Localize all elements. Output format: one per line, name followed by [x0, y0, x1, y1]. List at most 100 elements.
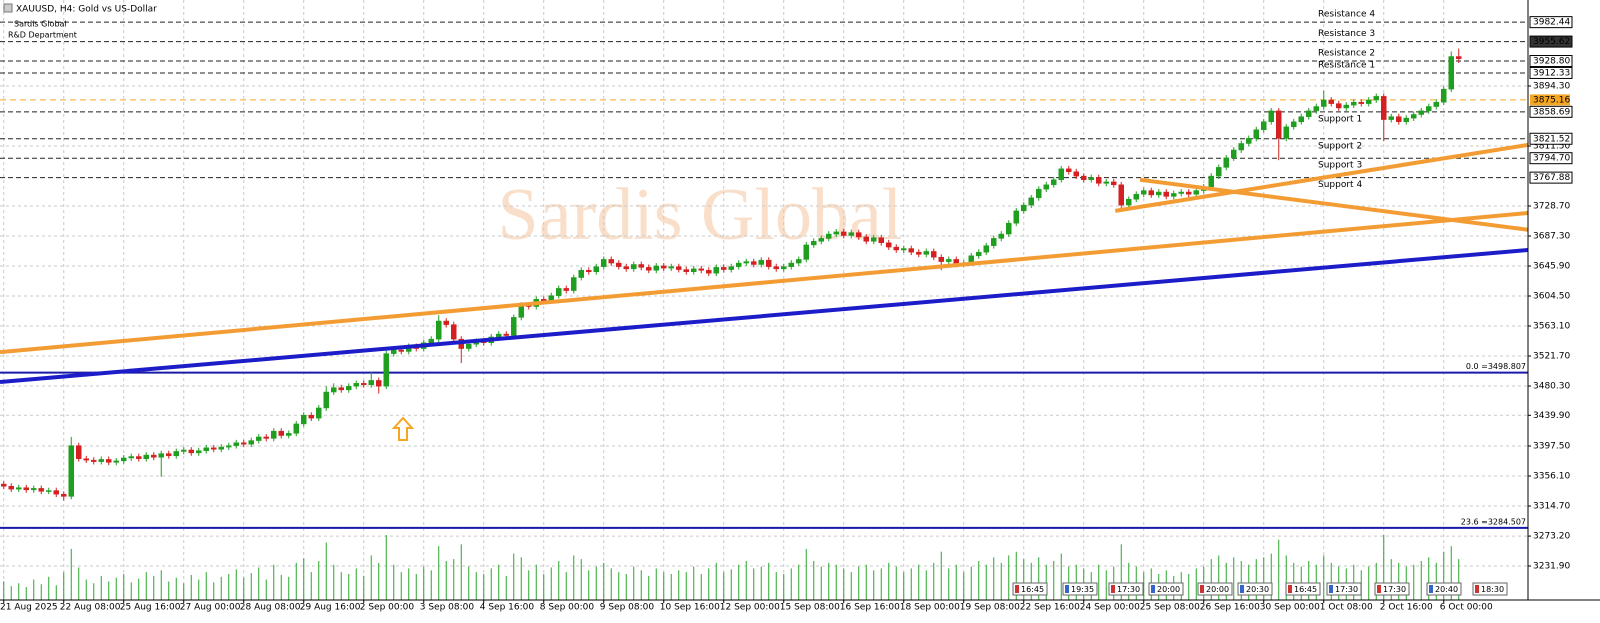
candle-body — [1088, 177, 1094, 180]
candle-body — [1006, 222, 1012, 235]
y-tick-label: 3231.90 — [1533, 562, 1570, 572]
candle-body — [556, 288, 562, 296]
candle-body — [796, 259, 802, 264]
x-tick-label: 15 Sep 08:00 — [780, 603, 840, 613]
candle-body — [443, 320, 449, 325]
candle-body — [383, 353, 389, 387]
time-marker-flag — [1429, 585, 1433, 593]
candle-body — [1418, 110, 1424, 115]
candle-body — [143, 454, 149, 459]
candle-body — [518, 304, 524, 318]
candle-body — [1381, 96, 1387, 120]
candle-body — [751, 261, 757, 265]
candle-body — [263, 436, 269, 439]
candle-body — [563, 288, 569, 291]
y-tick-label: 3314.70 — [1533, 502, 1570, 512]
candle-body — [338, 387, 344, 391]
candle-body — [428, 338, 434, 344]
candle-body — [1276, 110, 1282, 139]
candle-body — [241, 442, 247, 445]
candle-body — [1028, 197, 1034, 206]
marker-level-box — [1530, 94, 1570, 106]
level-name: Support 3 — [1318, 161, 1362, 171]
candle-body — [976, 251, 982, 257]
candle-body — [1118, 184, 1124, 206]
company-label: Sardis Global — [14, 20, 67, 29]
candle-body — [758, 259, 764, 265]
candle-body — [638, 264, 644, 268]
x-tick-label: 4 Sep 16:00 — [480, 603, 535, 613]
level-box — [1529, 35, 1573, 48]
candle-body — [1148, 190, 1154, 196]
candle-body — [1013, 210, 1019, 224]
candle-body — [1448, 56, 1454, 90]
x-tick-label: 3 Sep 08:00 — [420, 603, 475, 613]
candle-body — [698, 268, 704, 271]
time-marker-box — [1108, 582, 1144, 596]
y-tick-label: 3273.20 — [1533, 532, 1570, 542]
time-marker-flag — [1015, 585, 1019, 593]
candle-body — [121, 457, 127, 462]
x-tick-label: 16 Sep 16:00 — [840, 603, 900, 613]
y-tick-label: 3728.70 — [1533, 202, 1570, 212]
candle-body — [451, 324, 457, 340]
candle-body — [1358, 101, 1364, 104]
arrow-icon — [391, 416, 415, 441]
level-box — [1529, 66, 1573, 79]
candle-body — [1073, 171, 1079, 177]
chart-title: XAUUSD, H4: Gold vs US-Dollar — [16, 5, 157, 15]
candle-body — [8, 485, 14, 490]
candle-body — [586, 270, 592, 272]
level-label: 3858.69 — [1533, 107, 1570, 117]
candle-body — [181, 449, 187, 452]
candle-body — [1021, 204, 1027, 212]
candle-body — [661, 265, 667, 269]
fib-label: 23.6 =3284.507 — [1461, 517, 1526, 526]
level-label: 3794.70 — [1533, 154, 1570, 164]
y-tick-label: 3811.50 — [1533, 142, 1570, 152]
candle-body — [1141, 190, 1147, 195]
candle-body — [151, 454, 157, 458]
candle-body — [1351, 101, 1357, 106]
candle-body — [1163, 191, 1169, 197]
level-label: 3821.52 — [1533, 134, 1570, 144]
candle-body — [308, 414, 314, 419]
candle-body — [31, 488, 37, 491]
candle-body — [1216, 167, 1222, 177]
time-marker-box — [1012, 582, 1048, 596]
candle-body — [188, 449, 194, 454]
time-marker-box — [1237, 582, 1273, 596]
candle-body — [271, 430, 277, 439]
candle-body — [683, 269, 689, 272]
x-tick-label: 25 Sep 08:00 — [1140, 603, 1200, 613]
candle-body — [811, 241, 817, 246]
candle-body — [1403, 117, 1409, 122]
candle-body — [16, 487, 22, 490]
candle-body — [1096, 177, 1102, 184]
time-marker-label: 20:00 — [1157, 585, 1180, 594]
candle-body — [1321, 99, 1327, 107]
candle-body — [1246, 138, 1252, 144]
candle-body — [1058, 168, 1064, 180]
x-tick-label: 1 Oct 08:00 — [1320, 603, 1373, 613]
level-name: Resistance 3 — [1318, 29, 1375, 39]
candle-body — [938, 256, 944, 262]
candle-body — [691, 268, 697, 272]
x-tick-label: 27 Aug 00:00 — [180, 603, 241, 613]
symbol-icon — [3, 3, 13, 13]
candle-body — [68, 445, 74, 497]
candle-body — [1208, 175, 1214, 188]
candle-body — [931, 251, 937, 258]
y-tick-label: 3604.50 — [1533, 292, 1570, 302]
level-name: Resistance 2 — [1318, 49, 1375, 59]
candle-body — [856, 232, 862, 238]
candle-body — [1366, 99, 1372, 104]
candle-body — [991, 238, 997, 246]
time-marker-flag — [1240, 585, 1244, 593]
candle-body — [676, 266, 682, 270]
level-name: Support 1 — [1318, 114, 1362, 124]
candle-body — [256, 436, 262, 441]
time-marker-label: 20:40 — [1435, 585, 1458, 594]
candle-body — [323, 391, 329, 409]
candle-body — [653, 265, 659, 271]
